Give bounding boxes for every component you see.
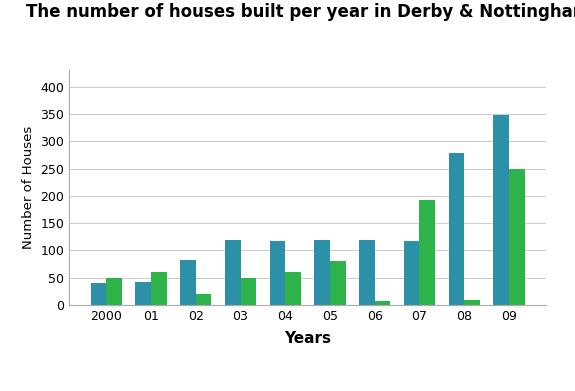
Bar <box>464 300 480 305</box>
Bar <box>359 240 375 305</box>
Bar <box>315 240 330 305</box>
Bar <box>330 261 346 305</box>
Bar <box>270 240 285 305</box>
Bar <box>196 294 212 305</box>
Bar <box>136 282 151 305</box>
Bar <box>240 278 256 305</box>
Y-axis label: Number of Houses: Number of Houses <box>22 126 34 249</box>
Title: The number of houses built per year in Derby & Nottingham: The number of houses built per year in D… <box>25 3 575 21</box>
Bar <box>404 240 419 305</box>
Bar <box>106 278 122 305</box>
Bar <box>375 301 390 305</box>
Bar <box>180 260 196 305</box>
Bar <box>151 272 167 305</box>
Bar <box>91 283 106 305</box>
Bar <box>509 169 524 305</box>
Bar <box>225 240 240 305</box>
Bar <box>285 272 301 305</box>
Bar <box>419 200 435 305</box>
Bar <box>493 115 509 305</box>
X-axis label: Years: Years <box>284 331 331 346</box>
Bar <box>448 153 464 305</box>
